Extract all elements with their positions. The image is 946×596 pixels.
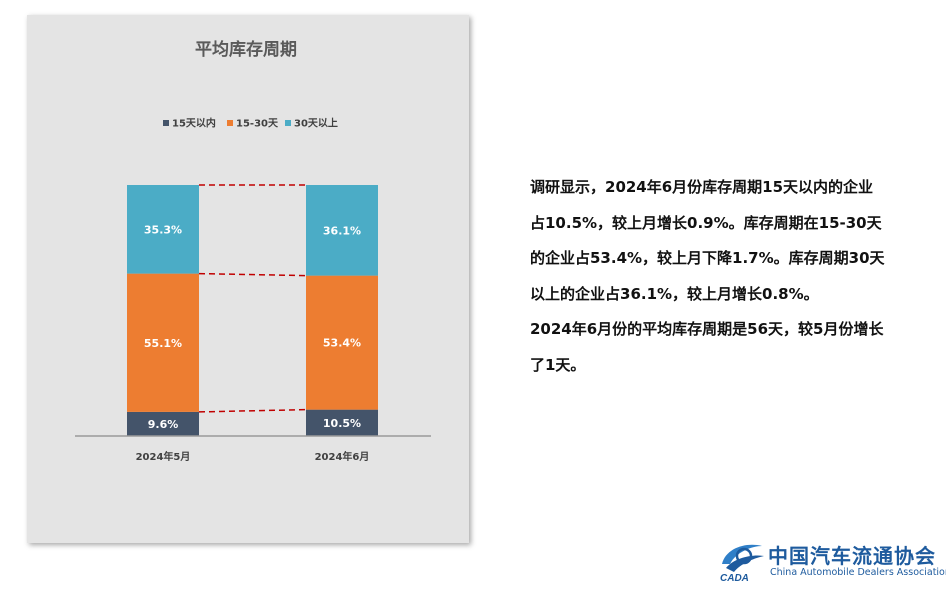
legend-entry-1: 15-30天 [236, 118, 279, 130]
data-label-1-0: 10.5% [323, 417, 361, 430]
bar-segment-0-1 [127, 273, 199, 412]
bar-segment-1-2 [306, 185, 378, 276]
summary-line-0: 调研显示，2024年6月份库存周期15天以内的企业 [530, 178, 874, 196]
summary-text: 调研显示，2024年6月份库存周期15天以内的企业 占10.5%，较上月增长0.9… [530, 170, 910, 383]
summary-line-3: 以上的企业占36.1%，较上月增长0.8%。 [530, 284, 819, 303]
data-label-0-0: 9.6% [148, 418, 179, 431]
bar-segment-1-0 [306, 409, 378, 436]
connector-line-0 [198, 408, 307, 413]
stacked-bar-chart: 平均库存周期 15天以内 15-30天 30天以上 9.6% 55.1% 35.3% 10… [75, 39, 431, 463]
category-label-1: 2024年6月 [315, 450, 370, 463]
legend-swatch-2 [285, 120, 291, 126]
category-labels: 2024年5月 2024年6月 [136, 450, 370, 463]
data-label-0-1: 55.1% [144, 337, 182, 350]
logo-name-en: China Automobile Dealers Association [770, 567, 946, 578]
bar-group: 9.6% 55.1% 35.3% 10.5% 53.4% 36.1% [127, 185, 378, 436]
legend-entry-2: 30天以上 [294, 117, 338, 130]
legend-swatch-1 [227, 120, 233, 126]
chart-title: 平均库存周期 [195, 39, 297, 60]
data-label-1-2: 36.1% [323, 224, 361, 237]
summary-line-2: 的企业占53.4%，较上月下降1.7%。库存周期30天 [530, 249, 885, 267]
data-label-1-1: 53.4% [323, 337, 361, 350]
chart-panel: 平均库存周期 15天以内 15-30天 30天以上 9.6% 55.1% 35.3% 10… [27, 15, 469, 543]
summary-line-4: 2024年6月份的平均库存周期是56天，较5月份增长 [530, 320, 884, 338]
legend-entry-0: 15天以内 [172, 117, 216, 130]
chart-legend: 15天以内 15-30天 30天以上 [163, 117, 338, 130]
bar-segment-1-1 [306, 275, 378, 410]
bar-segment-0-2 [127, 185, 199, 274]
logo-name-cn: 中国汽车流通协会 [768, 544, 936, 568]
logo-mark-text: CADA [720, 573, 749, 584]
legend-swatch-0 [163, 120, 169, 126]
summary-line-1: 占10.5%，较上月增长0.9%。库存周期在15-30天 [530, 213, 882, 232]
summary-line-5: 了1天。 [530, 355, 586, 374]
cada-emblem-icon: CADA [720, 544, 764, 584]
connector-line-1 [198, 272, 307, 277]
data-label-0-2: 35.3% [144, 223, 182, 236]
bar-segment-0-0 [127, 411, 199, 436]
connector-lines [198, 184, 307, 413]
category-label-0: 2024年5月 [136, 450, 191, 463]
association-logo: CADA 中国汽车流通协会 China Automobile Dealers A… [716, 534, 946, 586]
